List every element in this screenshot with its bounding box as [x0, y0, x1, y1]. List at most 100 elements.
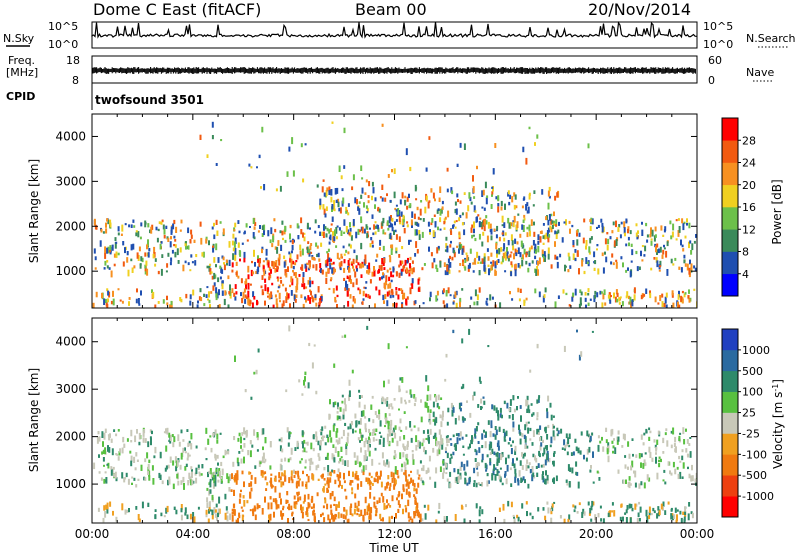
data-cell — [514, 473, 517, 478]
data-cell — [279, 276, 282, 279]
data-cell — [554, 241, 556, 247]
data-cell — [427, 405, 430, 413]
data-cell — [604, 302, 607, 306]
data-cell — [290, 447, 293, 455]
data-cell — [374, 505, 377, 509]
data-cell — [638, 483, 641, 489]
data-cell — [512, 440, 514, 444]
data-cell — [381, 184, 384, 190]
data-cell — [526, 408, 529, 413]
data-cell — [671, 290, 674, 296]
data-cell — [371, 483, 374, 486]
data-cell — [366, 232, 369, 239]
data-cell — [640, 453, 643, 458]
data-cell — [259, 461, 262, 465]
data-cell — [687, 466, 689, 470]
data-cell — [579, 297, 582, 304]
data-cell — [538, 453, 541, 458]
data-cell — [521, 503, 524, 509]
data-cell — [380, 264, 383, 271]
nsky-panel: 10^5 10^0 10^5 10^0 N.Sky N.Search — [3, 20, 796, 51]
data-cell — [113, 263, 116, 267]
data-cell — [389, 232, 392, 239]
data-cell — [483, 253, 486, 259]
data-cell — [306, 508, 309, 511]
data-cell — [349, 423, 352, 430]
data-cell — [379, 513, 382, 519]
data-cell — [525, 252, 528, 258]
data-cell — [487, 420, 490, 425]
data-cell — [420, 477, 423, 482]
data-cell — [438, 429, 441, 435]
data-cell — [254, 262, 256, 267]
data-cell — [366, 511, 369, 516]
data-cell — [183, 483, 185, 490]
freq-tick-bottom: 8 — [72, 74, 79, 87]
data-cell — [158, 472, 161, 479]
data-cell — [464, 266, 467, 271]
data-cell — [537, 260, 539, 266]
data-cell — [205, 458, 208, 461]
data-cell — [492, 470, 495, 476]
data-cell — [392, 303, 395, 307]
data-cell — [257, 230, 260, 233]
data-cell — [691, 243, 694, 251]
data-cell — [494, 467, 497, 470]
data-cell — [172, 460, 175, 466]
data-cell — [491, 296, 494, 300]
data-cell — [253, 371, 256, 375]
data-cell — [682, 223, 685, 231]
data-cell — [294, 272, 297, 279]
data-cell — [539, 231, 542, 234]
data-cell — [213, 507, 216, 514]
data-cell — [332, 402, 335, 408]
data-cell — [405, 148, 408, 156]
data-cell — [612, 450, 614, 454]
x-tick-label: 08:00 — [276, 527, 311, 541]
data-cell — [161, 219, 164, 223]
data-cell — [507, 454, 510, 459]
data-cell — [504, 251, 507, 259]
data-cell — [297, 480, 300, 487]
data-cell — [328, 229, 331, 234]
data-cell — [383, 258, 386, 264]
data-cell — [607, 512, 610, 518]
data-cell — [336, 187, 339, 194]
data-cell — [502, 428, 505, 433]
data-cell — [195, 467, 198, 474]
data-cell — [290, 258, 293, 266]
data-cell — [521, 224, 524, 230]
data-cell — [248, 471, 251, 475]
data-cell — [473, 221, 475, 228]
data-cell — [658, 269, 661, 272]
data-cell — [575, 446, 578, 452]
data-cell — [409, 287, 412, 295]
data-cell — [354, 473, 357, 480]
data-cell — [261, 233, 264, 237]
data-cell — [249, 300, 252, 305]
data-cell — [349, 275, 352, 280]
data-cell — [315, 431, 318, 437]
freq-tick-top: 18 — [66, 54, 80, 67]
data-cell — [227, 275, 230, 280]
data-cell — [678, 226, 681, 233]
data-cell — [442, 467, 445, 474]
data-cell — [431, 218, 434, 223]
data-cell — [94, 224, 97, 230]
data-cell — [137, 231, 140, 238]
data-cell — [468, 478, 471, 485]
data-cell — [547, 247, 550, 254]
data-cell — [344, 287, 347, 291]
data-cell — [683, 293, 686, 298]
data-cell — [495, 260, 498, 265]
data-cell — [391, 430, 394, 436]
data-cell — [458, 475, 461, 480]
data-cell — [115, 477, 118, 482]
data-cell — [683, 254, 686, 259]
data-cell — [296, 440, 299, 447]
data-cell — [334, 188, 337, 195]
data-cell — [270, 473, 273, 476]
data-cell — [680, 239, 682, 246]
data-cell — [288, 146, 291, 152]
data-cell — [401, 289, 404, 294]
